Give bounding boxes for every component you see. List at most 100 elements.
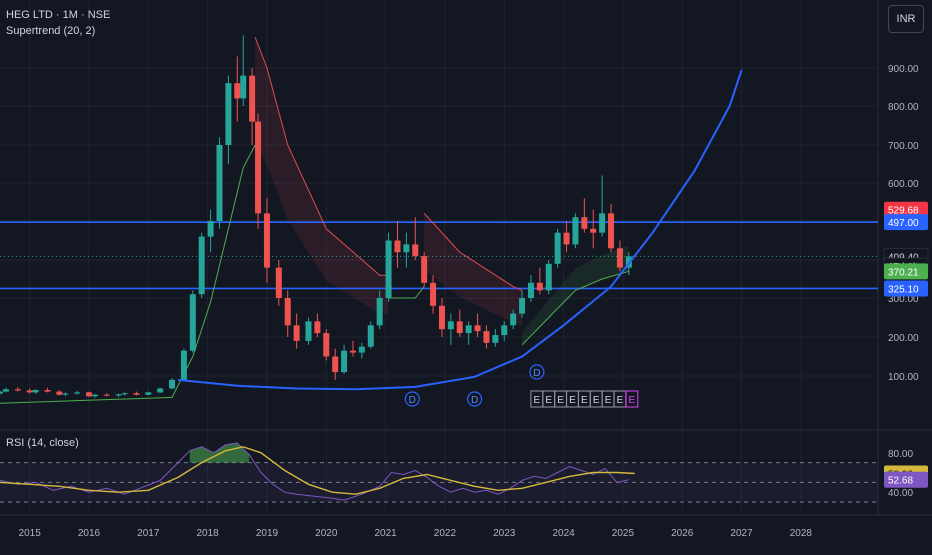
- supertrend-up-fill: [522, 245, 629, 345]
- candle-body: [465, 325, 472, 334]
- candle-body: [545, 263, 552, 291]
- supertrend-up-line: [521, 270, 629, 346]
- price-tick-label: 700.00: [888, 141, 919, 152]
- rsi-axis-label: 52.68: [888, 476, 913, 487]
- candle-body: [367, 325, 374, 347]
- candle-body: [412, 244, 419, 257]
- rsi-legend[interactable]: RSI (14, close): [6, 437, 79, 449]
- candle-body: [385, 240, 392, 298]
- candle-body: [91, 394, 98, 397]
- time-tick-label: 2028: [790, 528, 813, 539]
- time-tick-label: 2025: [612, 528, 635, 539]
- rsi-tick-label: 80.00: [888, 449, 913, 460]
- candle-body: [492, 335, 499, 343]
- candle-body: [293, 325, 300, 341]
- candle-body: [56, 391, 63, 395]
- candle-body: [483, 331, 490, 343]
- dividend-marker-circle: [529, 364, 545, 380]
- candle-body: [421, 256, 428, 283]
- curved-trendline: [177, 69, 743, 391]
- candle-body: [115, 394, 122, 396]
- price-axis-label: 370.21: [888, 267, 919, 278]
- earnings-marker-label: E: [545, 395, 552, 406]
- supertrend-up-line: [0, 144, 256, 404]
- price-tick-label: 100.00: [888, 372, 919, 383]
- candle-body: [145, 392, 152, 395]
- candle-body: [403, 244, 410, 253]
- candle-body: [0, 391, 3, 394]
- rsi-ma-line: [0, 446, 635, 495]
- dividend-marker-label: D: [409, 395, 416, 406]
- earnings-marker-label: E: [628, 395, 635, 406]
- candle-body: [157, 388, 164, 393]
- rsi-tick-label: 40.00: [888, 488, 913, 499]
- candle-body: [323, 333, 330, 357]
- candle-body: [121, 393, 128, 395]
- supertrend-down-line: [254, 37, 389, 276]
- price-axis-label-bg: [884, 214, 928, 231]
- rsi-overbought-fill: [189, 442, 250, 463]
- price-axis-label: 529.68: [888, 206, 919, 217]
- candle-body: [249, 75, 256, 122]
- candle-body: [305, 321, 312, 341]
- earnings-marker-label: E: [593, 395, 600, 406]
- time-tick-label: 2023: [493, 528, 516, 539]
- time-tick-label: 2017: [137, 528, 160, 539]
- candle-body: [85, 392, 92, 397]
- candle-body: [263, 213, 270, 268]
- candle-body: [234, 83, 241, 99]
- price-tick-label: 600.00: [888, 179, 919, 190]
- candle-body: [447, 321, 454, 330]
- candle-body: [599, 213, 606, 233]
- supertrend-legend[interactable]: Supertrend (20, 2): [6, 25, 96, 37]
- earnings-marker-label: E: [605, 395, 612, 406]
- candle-body: [332, 356, 339, 373]
- dividend-marker-circle: [466, 391, 483, 407]
- candle-body: [275, 267, 282, 298]
- candle-body: [616, 248, 623, 268]
- candle-body: [180, 350, 187, 380]
- candle-body: [430, 282, 437, 306]
- dividend-marker-label: D: [471, 395, 478, 406]
- candle-body: [474, 325, 481, 332]
- dividend-marker: D: [529, 364, 545, 380]
- candle-body: [527, 282, 534, 298]
- candle-body: [284, 298, 291, 326]
- candle-body: [349, 350, 356, 353]
- candle-body: [581, 217, 588, 229]
- time-tick-label: 2016: [78, 528, 101, 539]
- price-axis-label: 325.10: [888, 284, 919, 295]
- candle-body: [255, 121, 262, 214]
- dividend-marker-circle: [404, 391, 420, 407]
- price-axis-label: 497.00: [888, 218, 919, 229]
- candle-body: [510, 313, 517, 326]
- candle-body: [536, 282, 543, 291]
- candle-body: [358, 346, 365, 353]
- candle-body: [169, 379, 176, 389]
- currency-button[interactable]: INR: [888, 5, 924, 33]
- candle-body: [198, 236, 205, 295]
- candle-body: [74, 392, 81, 394]
- candle-body: [62, 393, 69, 395]
- price-axis-label-bg: [884, 201, 928, 218]
- candle-body: [14, 389, 21, 391]
- candle-body: [44, 390, 51, 392]
- candle-body: [314, 321, 321, 334]
- candle-body: [501, 325, 508, 336]
- candle-body: [189, 294, 196, 351]
- supertrend-down-line: [423, 213, 523, 291]
- candle-body: [2, 389, 9, 392]
- time-tick-label: 2024: [552, 528, 575, 539]
- candle-body: [554, 232, 561, 264]
- time-tick-label: 2021: [374, 528, 397, 539]
- dividend-marker: D: [404, 391, 420, 407]
- symbol-legend[interactable]: HEG LTD · 1M · NSE: [6, 9, 111, 21]
- time-tick-label: 2020: [315, 528, 338, 539]
- candle-body: [590, 228, 597, 233]
- candle-body: [207, 221, 214, 237]
- supertrend-up-line: [388, 286, 425, 299]
- earnings-marker-label: E: [534, 395, 541, 406]
